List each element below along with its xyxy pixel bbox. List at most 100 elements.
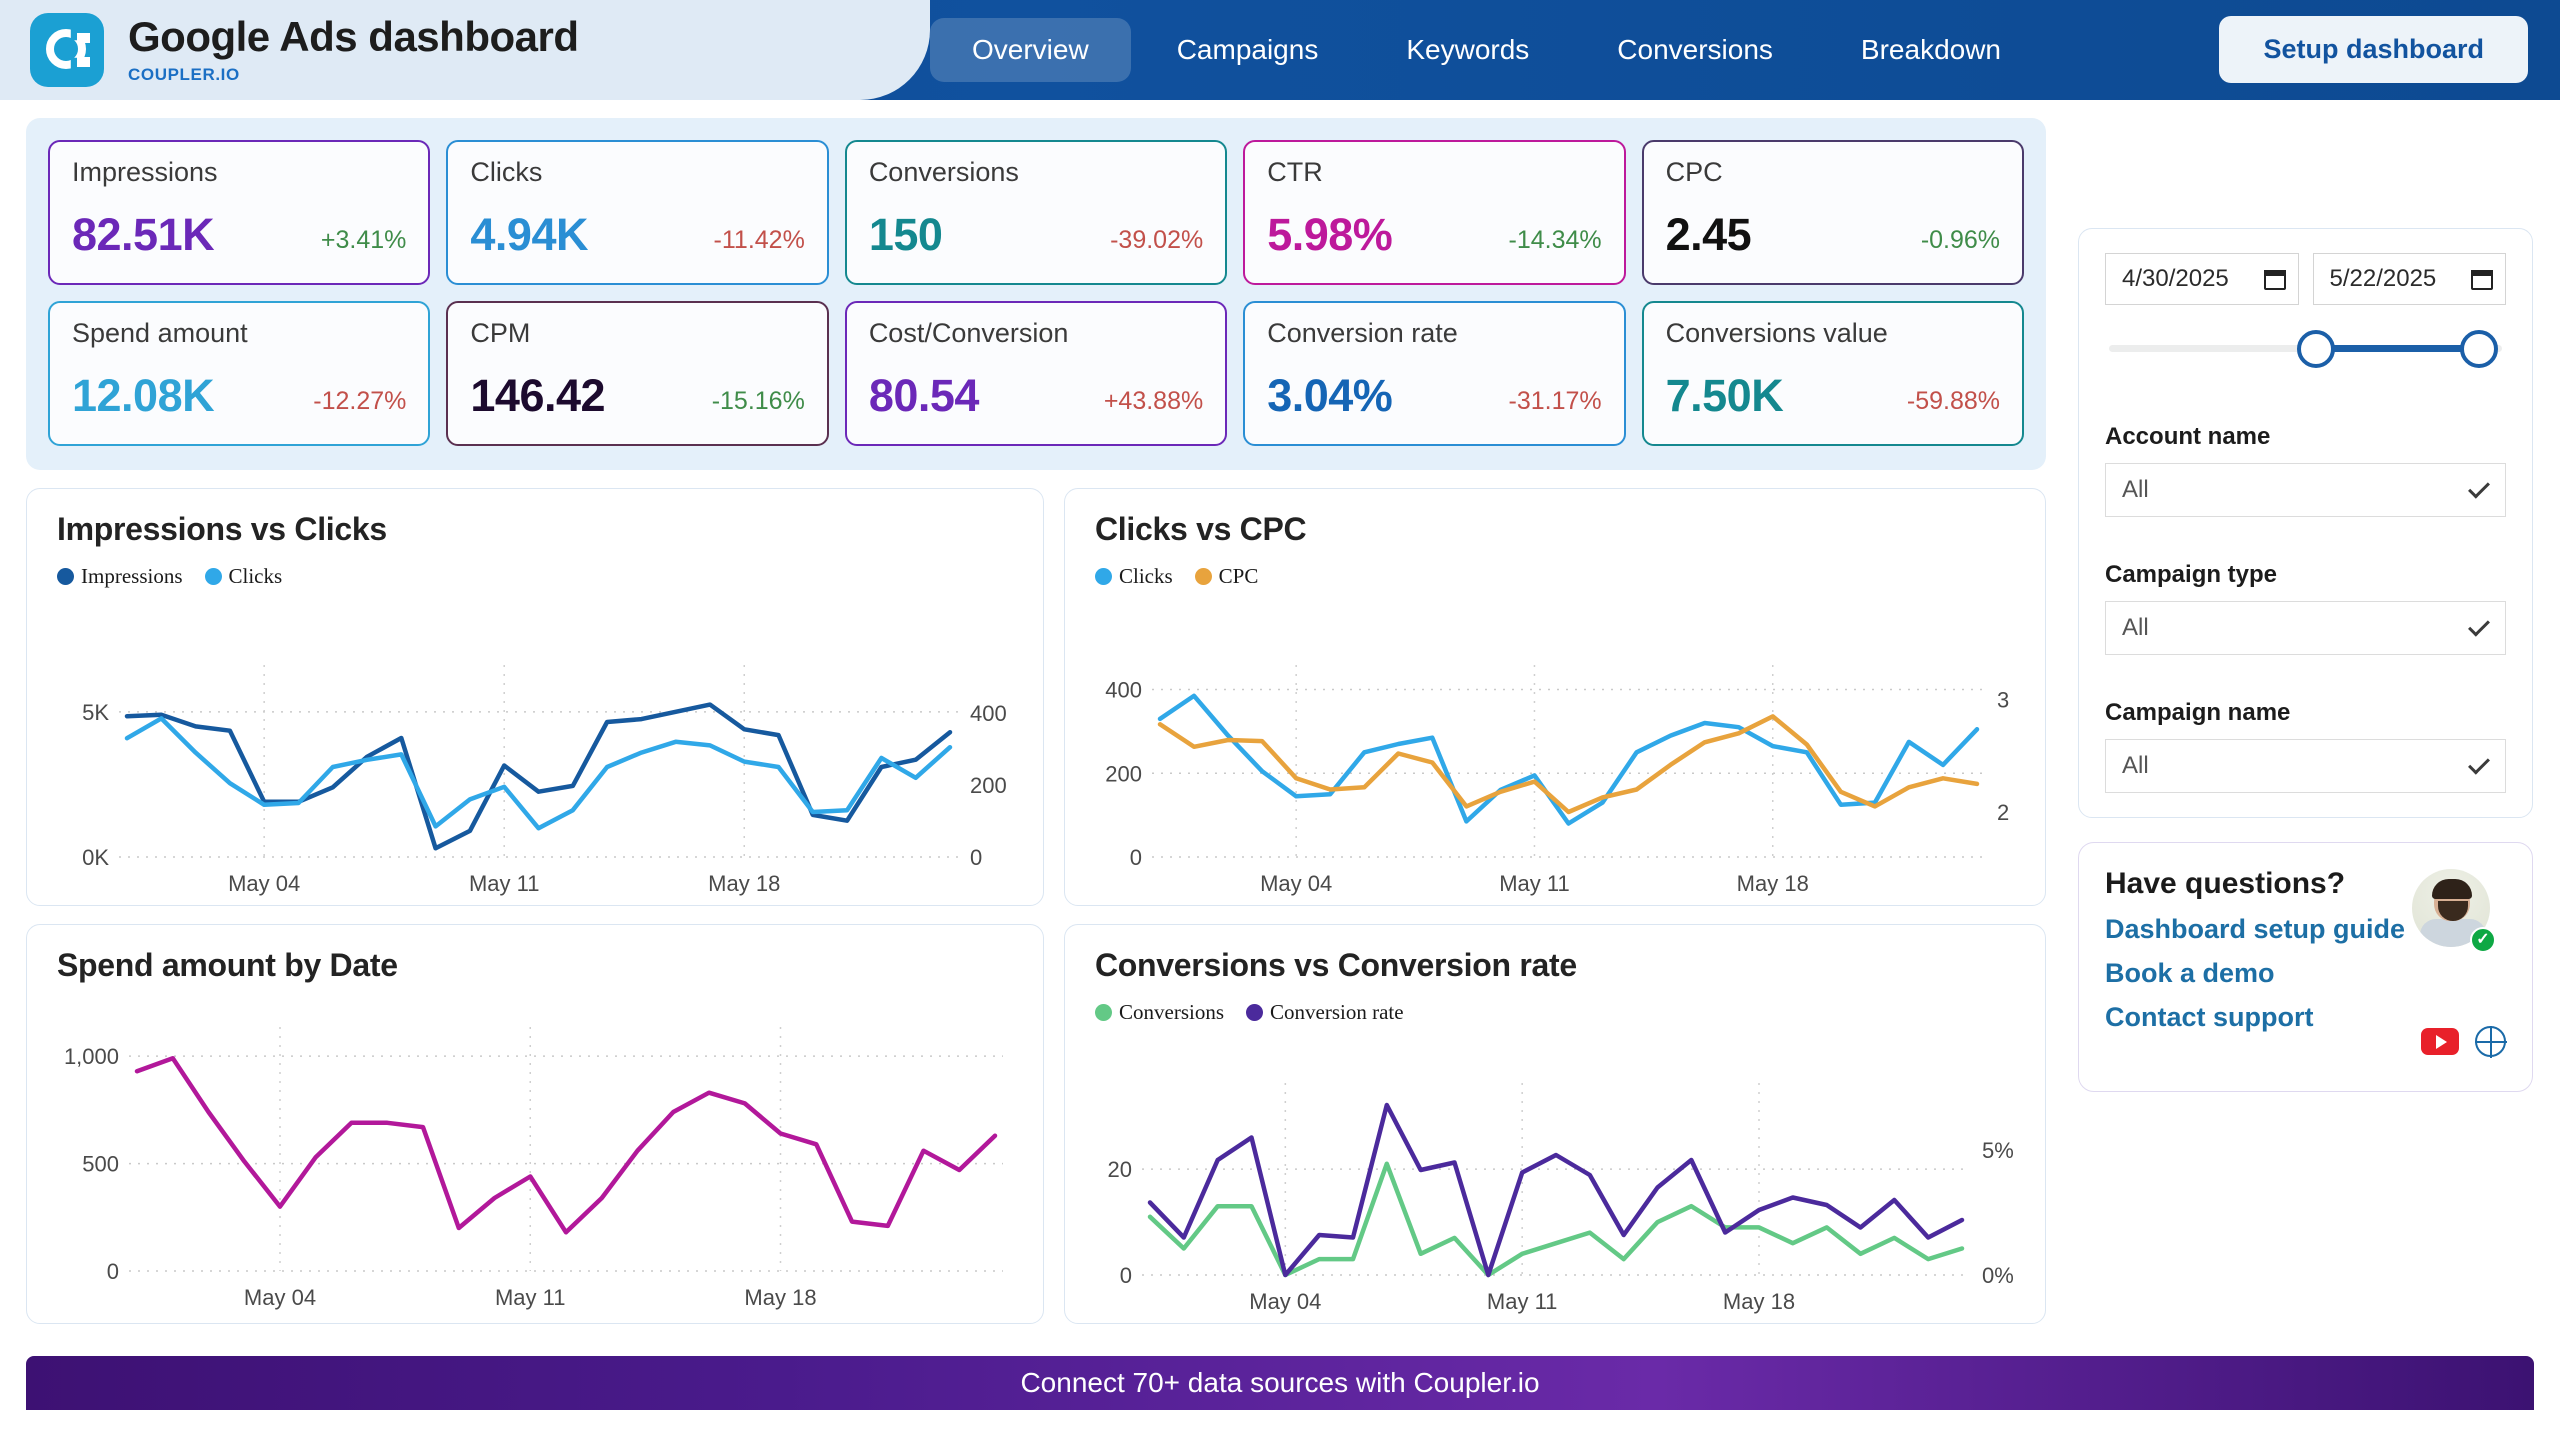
kpi-card: CPC 2.45 -0.96% — [1641, 140, 2025, 285]
filter-label: Campaign type — [2105, 561, 2278, 588]
kpi-card: Conversions 150 -39.02% — [844, 140, 1228, 285]
globe-icon[interactable] — [2475, 1026, 2506, 1057]
kpi-value: 80.54 — [868, 370, 980, 421]
link-contact-support[interactable]: Contact support — [2105, 1002, 2314, 1032]
chart-plot: 0 20 0% 5% May 04 May 11 May 18 — [1065, 1073, 2045, 1323]
legend-item[interactable]: CPC — [1194, 564, 1259, 589]
account-name-select[interactable]: All — [2105, 463, 2506, 517]
link-book-a-demo[interactable]: Book a demo — [2105, 958, 2275, 988]
svg-text:500: 500 — [82, 1152, 119, 1177]
svg-text:May 04: May 04 — [1249, 1289, 1321, 1314]
filter-group-campaign-name: Campaign name All — [2105, 699, 2506, 793]
date-start-input[interactable]: 4/30/2025 — [2105, 253, 2299, 305]
kpi-delta: -0.96% — [1920, 226, 2001, 254]
legend-item[interactable]: Conversion rate — [1246, 1000, 1404, 1025]
legend-label: CPC — [1218, 564, 1259, 588]
chart-legend: Clicks CPC — [1065, 548, 2045, 589]
help-title: Have questions? — [2105, 867, 2346, 900]
kpi-label: CTR — [1267, 157, 1323, 187]
date-end-input[interactable]: 5/22/2025 — [2312, 253, 2506, 305]
legend-item[interactable]: Conversions — [1095, 1000, 1224, 1025]
chart-card-spend-amount-by-date: Spend amount by Date 0 500 1,000 May 04 May … — [26, 924, 1044, 1324]
chart-plot: 0 500 1,000 May 04 May 11 May 18 — [27, 1013, 1043, 1323]
chart-plot: 0K 5K 0 200 400 May 04 May 11 May 18 — [27, 655, 1043, 905]
kpi-label: CPC — [1665, 157, 1723, 187]
legend-label: Impressions — [81, 564, 183, 588]
campaign-name-select[interactable]: All — [2105, 739, 2506, 793]
kpi-value: 3.04% — [1267, 370, 1393, 421]
svg-text:May 04: May 04 — [1260, 871, 1332, 896]
tab-campaigns[interactable]: Campaigns — [1176, 34, 1319, 65]
kpi-delta: -39.02% — [1110, 226, 1204, 254]
svg-text:5K: 5K — [82, 700, 109, 725]
kpi-value: 5.98% — [1267, 209, 1393, 260]
link-dashboard-setup-guide[interactable]: Dashboard setup guide — [2105, 914, 2406, 944]
svg-text:200: 200 — [970, 773, 1007, 798]
charts-row-1: Impressions vs Clicks Impressions Clicks… — [26, 488, 2046, 906]
svg-text:May 04: May 04 — [228, 871, 300, 896]
brand-label: COUPLER.IO — [128, 65, 240, 85]
kpi-row-1: Impressions 82.51K +3.41% Clicks 4.94K -11.42… — [48, 140, 2025, 285]
header-brand-area: Google Ads dashboard COUPLER.IO — [0, 0, 930, 100]
slider-handle-start[interactable] — [2297, 330, 2336, 368]
legend-dot-icon — [1095, 1004, 1112, 1021]
legend-label: Clicks — [1119, 564, 1173, 588]
svg-text:2: 2 — [1997, 800, 2009, 825]
kpi-value: 150 — [868, 209, 943, 260]
svg-text:400: 400 — [1105, 678, 1142, 703]
svg-text:0K: 0K — [82, 845, 109, 870]
tab-conversions[interactable]: Conversions — [1617, 34, 1773, 65]
chart-legend: Conversions Conversion rate — [1065, 984, 2045, 1025]
kpi-value: 4.94K — [470, 209, 588, 260]
calendar-icon — [2471, 268, 2493, 290]
kpi-label: Conversions — [868, 157, 1019, 187]
kpi-label: Conversions value — [1665, 318, 1888, 348]
date-end-value: 5/22/2025 — [2329, 265, 2437, 292]
legend-dot-icon — [1246, 1004, 1263, 1021]
svg-text:400: 400 — [970, 701, 1007, 726]
chart-plot: 0 200 400 2 3 May 04 May 11 May 18 — [1065, 655, 2045, 905]
svg-text:May 18: May 18 — [708, 871, 780, 896]
main-nav: Overview Campaigns Keywords Conversions … — [930, 0, 2043, 100]
promo-footer-banner[interactable]: Connect 70+ data sources with Coupler.io — [26, 1356, 2534, 1410]
page-title: Google Ads dashboard — [128, 12, 579, 60]
chevron-down-icon — [2468, 614, 2490, 637]
youtube-icon[interactable] — [2421, 1028, 2459, 1055]
kpi-value: 12.08K — [72, 370, 215, 421]
chart-card-impressions-vs-clicks: Impressions vs Clicks Impressions Clicks… — [26, 488, 1044, 906]
tab-breakdown[interactable]: Breakdown — [1860, 34, 2002, 65]
chart-title: Spend amount by Date — [57, 947, 398, 983]
legend-item[interactable]: Clicks — [204, 564, 283, 589]
calendar-icon — [2263, 268, 2286, 290]
kpi-delta: -59.88% — [1906, 387, 2001, 415]
legend-item[interactable]: Clicks — [1095, 564, 1173, 589]
kpi-row-2: Spend amount 12.08K -12.27% CPM 146.42 -15.16… — [48, 301, 2025, 446]
charts-grid: Impressions vs Clicks Impressions Clicks… — [26, 488, 2046, 1324]
tab-keywords[interactable]: Keywords — [1406, 34, 1530, 65]
svg-text:0%: 0% — [1982, 1263, 2014, 1288]
campaign-type-select[interactable]: All — [2105, 601, 2506, 655]
svg-text:May 11: May 11 — [469, 871, 540, 896]
kpi-card: Cost/Conversion 80.54 +43.88% — [844, 301, 1228, 446]
verified-check-icon: ✓ — [2470, 927, 2496, 953]
svg-text:5%: 5% — [1982, 1138, 2014, 1163]
slider-handle-end[interactable] — [2460, 330, 2498, 368]
chart-title: Impressions vs Clicks — [57, 511, 387, 547]
setup-dashboard-button[interactable]: Setup dashboard — [2219, 16, 2528, 83]
support-agent-avatar — [2412, 869, 2490, 947]
app-header: Google Ads dashboard COUPLER.IO Overview… — [0, 0, 2560, 100]
legend-item[interactable]: Impressions — [57, 564, 183, 589]
kpi-label: CPM — [470, 318, 531, 348]
svg-text:May 18: May 18 — [744, 1285, 816, 1310]
legend-label: Clicks — [228, 564, 283, 588]
help-social-icons — [2421, 1026, 2506, 1057]
kpi-delta: -31.17% — [1508, 387, 1602, 415]
kpi-value: 82.51K — [72, 209, 215, 260]
chevron-down-icon — [2468, 476, 2490, 499]
kpi-card: CPM 146.42 -15.16% — [446, 301, 829, 446]
kpi-delta: -15.16% — [711, 387, 805, 415]
kpi-label: Conversion rate — [1267, 318, 1458, 348]
legend-label: Conversion rate — [1270, 1000, 1404, 1024]
tab-overview[interactable]: Overview — [930, 18, 1131, 82]
date-range-slider[interactable] — [2105, 319, 2506, 379]
